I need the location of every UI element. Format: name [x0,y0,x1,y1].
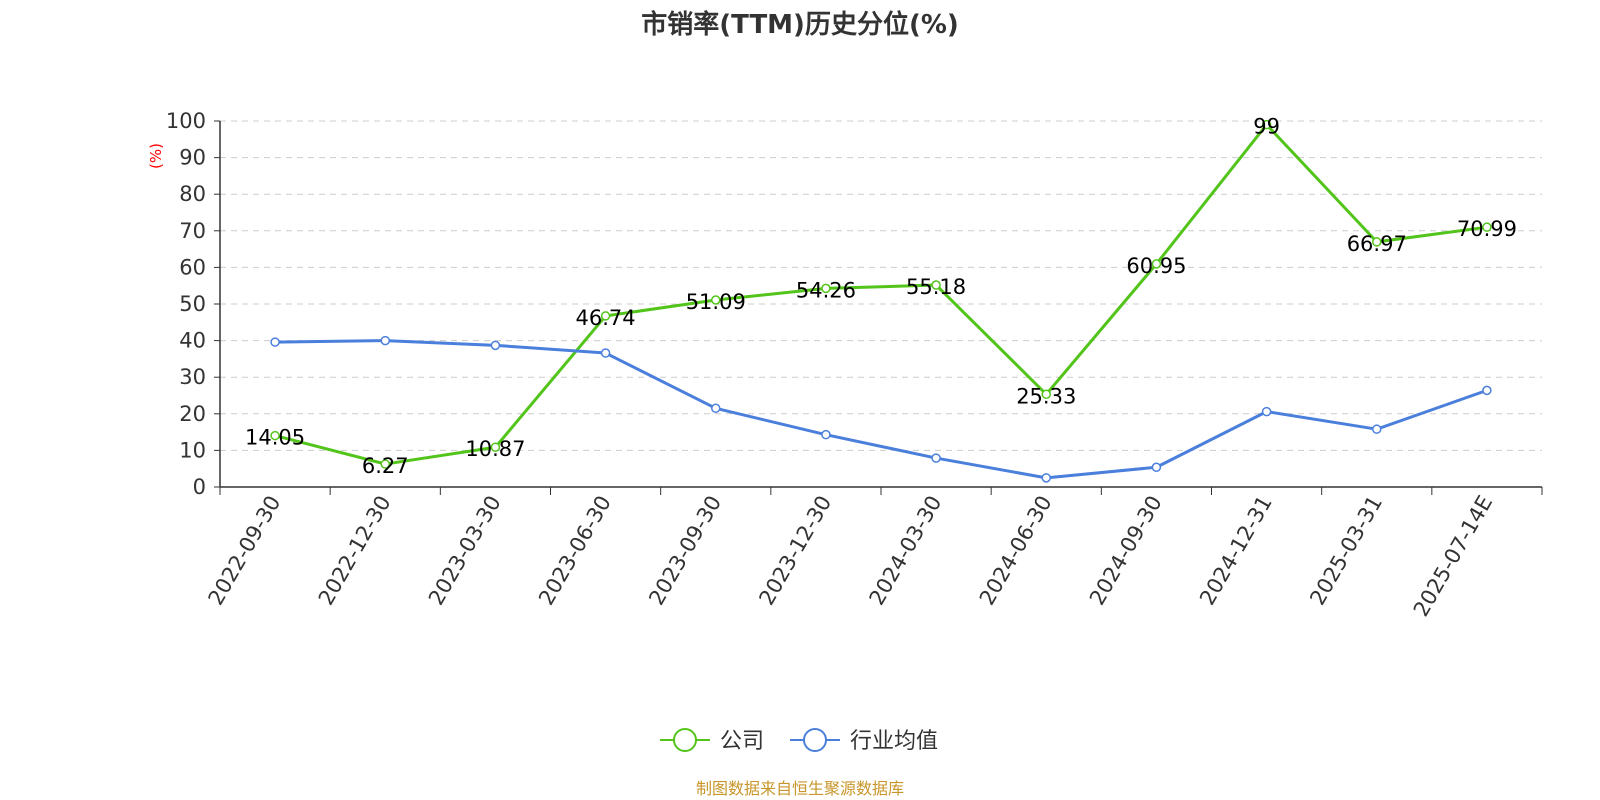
data-label: 14.05 [245,426,305,450]
y-tick-label: 70 [179,219,206,243]
chart-title: 市销率(TTM)历史分位(%) [641,9,959,40]
data-label: 55.18 [906,275,966,299]
y-tick-label: 10 [179,438,206,462]
data-label: 60.95 [1126,254,1186,278]
data-label: 10.87 [465,437,525,461]
legend: 公司 行业均值 [660,728,938,754]
series-0-point[interactable] [931,280,941,290]
x-tick-label: 2023-03-30 [424,492,506,610]
series-0-point[interactable] [1372,237,1382,247]
series-1-point[interactable] [711,403,721,414]
x-tick-label: 2025-07-14E [1409,492,1497,621]
legend-item-industry[interactable]: 行业均值 [790,728,938,754]
data-label: 46.74 [576,306,636,330]
x-tick-label: 2024-03-30 [865,492,947,610]
series-line-0 [274,123,1488,466]
y-tick-label: 80 [179,182,206,206]
x-tick-label: 2024-12-31 [1195,492,1277,610]
series-1-point[interactable] [270,337,280,347]
x-tick-label: 2023-09-30 [644,492,726,610]
y-tick-label: 100 [166,109,206,133]
series-0-point[interactable] [600,311,611,321]
series-0-point[interactable] [270,430,280,441]
x-tick-label: 2024-06-30 [975,492,1057,610]
series-0-point[interactable] [1151,259,1162,269]
series-1-point[interactable] [1041,473,1051,483]
x-tick-label: 2024-09-30 [1085,492,1167,610]
y-tick-label: 90 [179,146,206,170]
y-tick-label: 60 [179,255,206,279]
x-tick-label: 2023-06-30 [534,492,616,610]
data-label: 51.09 [686,290,746,314]
data-label: 6.27 [362,454,409,478]
series-1-point[interactable] [1261,406,1272,417]
series-0-point[interactable] [1261,119,1272,130]
series-1-point[interactable] [1372,424,1382,434]
x-tick-label: 2022-12-30 [314,492,396,610]
x-tick-label: 2025-03-31 [1305,492,1387,610]
data-label: 99 [1253,115,1280,139]
y-tick-label: 50 [179,292,206,316]
series-1-point[interactable] [1151,462,1162,472]
series-1-point[interactable] [1482,385,1492,396]
y-tick-label: 30 [179,365,206,389]
series-0-point[interactable] [1482,222,1492,232]
legend-item-company[interactable]: 公司 [660,728,764,754]
x-tick-label: 2023-12-30 [754,492,836,610]
series-1-point[interactable] [380,335,390,346]
y-tick-label: 40 [179,329,206,353]
legend-label-industry: 行业均值 [850,729,938,754]
series [270,119,1492,483]
series-0-point[interactable] [380,459,390,469]
data-label: 66.97 [1347,232,1407,256]
series-1-point[interactable] [600,348,611,358]
data-source-note: 制图数据来自恒生聚源数据库 [696,779,904,798]
series-0-point[interactable] [1041,389,1051,400]
series-1-point[interactable] [821,429,831,440]
y-tick-label: 20 [179,402,206,426]
series-0-point[interactable] [711,295,721,305]
data-label: 25.33 [1016,384,1076,408]
legend-label-company: 公司 [720,729,764,754]
series-1-point[interactable] [931,453,941,463]
series-0-point[interactable] [821,283,831,294]
axes: 0 10 20 30 40 50 60 70 80 90 100 2022-09-30 2022-12-… [166,109,1543,621]
x-tick-label: 2022-09-30 [204,492,286,610]
grid-lines [220,120,1542,451]
y-axis-unit-label: (%) [147,143,165,169]
data-labels: 14.05 6.27 10.87 46.74 51.09 54.26 55.18 25.33 6… [245,115,1517,478]
series-line-1 [275,339,1488,480]
series-0-point[interactable] [490,442,501,452]
data-label: 54.26 [796,278,856,302]
series-1-point[interactable] [490,340,501,351]
y-tick-label: 0 [193,475,206,499]
data-label: 70.99 [1457,217,1517,241]
